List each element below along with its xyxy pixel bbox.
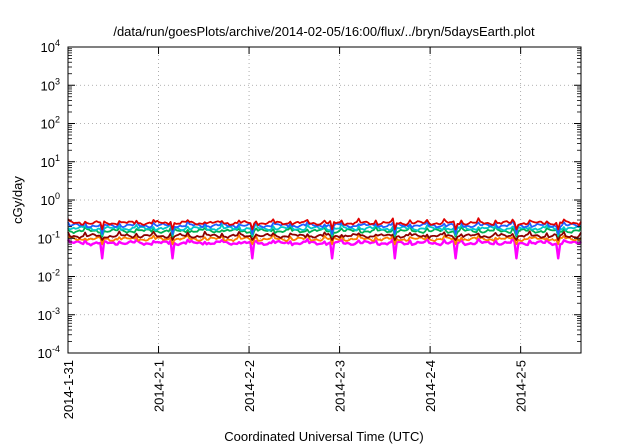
x-tick-label: 2014-2-5	[514, 360, 529, 412]
ticks: 10-4 10-3 10-2 10-1 100 101 102 103 104 2014-1-31…	[38, 38, 581, 419]
grid	[68, 47, 581, 353]
x-tick-label: 2014-1-31	[61, 360, 76, 419]
y-tick-label: 101	[41, 153, 60, 170]
y-tick-label: 102	[41, 115, 60, 132]
y-tick-label: 104	[41, 38, 60, 55]
y-tick-label: 10-2	[38, 268, 60, 285]
x-tick-label: 2014-2-1	[152, 360, 167, 412]
y-tick-label: 103	[41, 76, 60, 93]
series-line	[67, 236, 582, 260]
y-tick-label: 100	[41, 191, 60, 208]
series-line	[67, 217, 582, 231]
series-layer	[67, 217, 582, 260]
x-axis-label: Coordinated Universal Time (UTC)	[224, 429, 423, 444]
chart-title: /data/run/goesPlots/archive/2014-02-05/1…	[113, 24, 535, 39]
series-line	[67, 219, 582, 235]
y-tick-label: 10-3	[38, 306, 60, 323]
series-line	[67, 230, 582, 241]
y-axis-label: cGy/day	[10, 176, 25, 224]
x-tick-label: 2014-2-3	[333, 360, 348, 412]
y-tick-label: 10-4	[38, 344, 60, 361]
x-tick-label: 2014-2-4	[423, 360, 438, 412]
x-tick-label: 2014-2-2	[242, 360, 257, 412]
y-tick-label: 10-1	[38, 229, 60, 246]
series-line	[67, 233, 582, 246]
